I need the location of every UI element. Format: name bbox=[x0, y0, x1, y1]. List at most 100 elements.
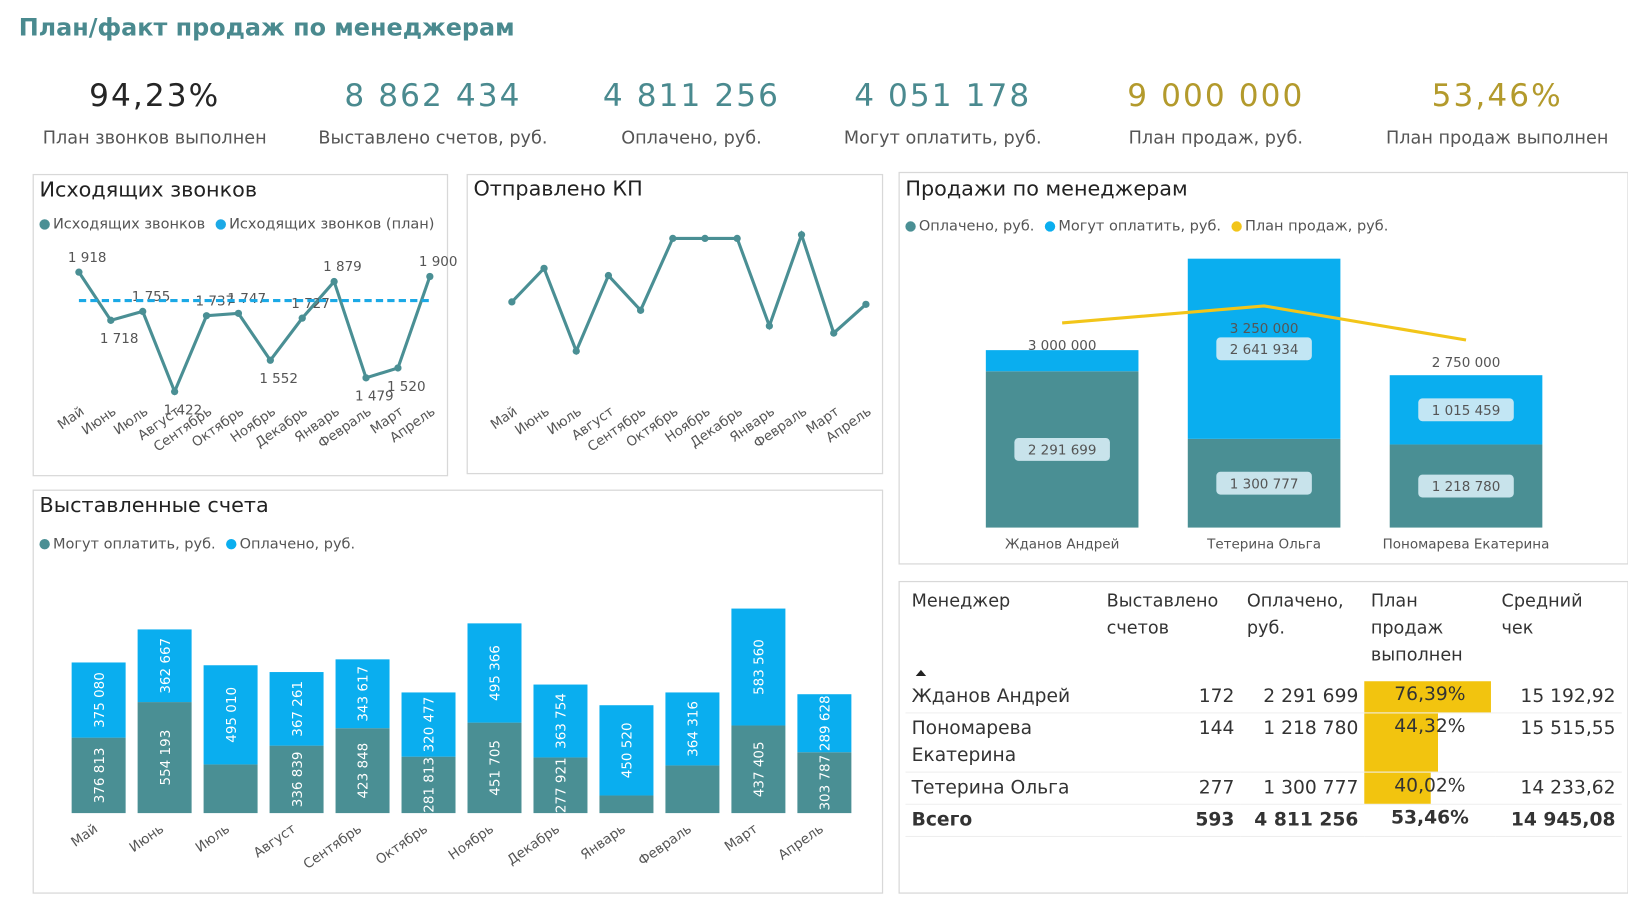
data-label: 2 291 699 bbox=[1028, 443, 1097, 459]
data-label: 1 727 bbox=[291, 296, 330, 312]
legend-label: Оплачено, руб. bbox=[919, 219, 1035, 235]
x-tick-label: Июль bbox=[193, 821, 233, 856]
cell-text: 44,32% bbox=[1394, 715, 1466, 738]
x-tick-label: Тетерина Ольга bbox=[1206, 536, 1321, 552]
data-label: 2 750 000 bbox=[1432, 355, 1501, 371]
x-tick-label: Май bbox=[68, 821, 101, 851]
data-label: 1 918 bbox=[68, 250, 107, 266]
table-cell: Тетерина Ольга bbox=[905, 772, 1101, 805]
table-host: Менеджер Выставлено счетов Оплачено, руб. П… bbox=[905, 586, 1626, 837]
cell-text: 76,39% bbox=[1394, 683, 1466, 706]
data-table: Менеджер Выставлено счетов Оплачено, руб. П… bbox=[905, 586, 1622, 837]
bar-segment bbox=[335, 659, 390, 729]
data-label: 495 010 bbox=[224, 687, 240, 743]
point bbox=[170, 387, 179, 396]
bar-segment bbox=[467, 623, 522, 723]
kpi-value: 4 811 256 bbox=[603, 78, 780, 114]
data-label: 375 080 bbox=[92, 672, 108, 728]
table-cell: 53,46% bbox=[1364, 803, 1496, 837]
label-box bbox=[1216, 337, 1312, 361]
legend-marker bbox=[215, 219, 226, 230]
data-label: 376 813 bbox=[92, 747, 108, 803]
x-tick-label: Март bbox=[722, 821, 761, 855]
kpi-label: Оплачено, руб. bbox=[621, 128, 761, 148]
chart-title: Выставленные счета bbox=[39, 493, 268, 517]
table-cell: 172 bbox=[1100, 681, 1241, 714]
data-label: 495 366 bbox=[488, 645, 504, 701]
table-cell: 277 bbox=[1100, 772, 1241, 805]
bar-segment bbox=[985, 350, 1139, 372]
kpi-value: 8 862 434 bbox=[344, 78, 521, 114]
chart-title: Отправлено КП bbox=[473, 176, 642, 200]
cell-text: 40,02% bbox=[1394, 774, 1466, 797]
point bbox=[266, 356, 274, 364]
legend-label: Исходящих звонков (план) bbox=[229, 217, 434, 233]
column-header: Оплачено, руб. bbox=[1246, 590, 1344, 639]
table-cell: 40,02% bbox=[1364, 772, 1496, 805]
bar-segment bbox=[533, 684, 588, 758]
legend-marker bbox=[39, 539, 50, 550]
point bbox=[362, 374, 370, 382]
legend-marker bbox=[1044, 221, 1056, 232]
data-label: 1 900 bbox=[419, 254, 458, 270]
table-cell: 15 192,92 bbox=[1495, 681, 1622, 714]
kpi-value: 9 000 000 bbox=[1127, 78, 1304, 114]
data-label: 423 848 bbox=[356, 743, 372, 799]
point bbox=[701, 234, 709, 243]
point bbox=[572, 347, 580, 355]
kpi-label: План продаж, руб. bbox=[1129, 128, 1303, 148]
table-wrap: Менеджер Выставлено счетов Оплачено, руб. П… bbox=[905, 586, 1626, 837]
table-cell: 1 300 777 bbox=[1240, 772, 1365, 805]
data-label: 367 261 bbox=[290, 681, 306, 737]
series-line bbox=[510, 229, 867, 356]
column-header: Выставлено счетов bbox=[1106, 590, 1219, 639]
series-line bbox=[77, 271, 432, 396]
data-label: 1 218 780 bbox=[1432, 479, 1501, 495]
bar-segment bbox=[599, 705, 654, 796]
bar-segment bbox=[797, 694, 852, 753]
x-tick-label: Сентябрь bbox=[301, 821, 365, 873]
data-label: 3 000 000 bbox=[1028, 338, 1097, 354]
x-tick-label: Январь bbox=[578, 821, 629, 863]
bar-segment bbox=[533, 757, 588, 814]
data-label: 362 667 bbox=[158, 638, 174, 694]
point bbox=[765, 322, 773, 330]
kpi-label: Выставлено счетов, руб. bbox=[318, 128, 547, 148]
bar-segment bbox=[797, 752, 852, 814]
data-label: 364 316 bbox=[686, 701, 702, 757]
x-tick-label: Декабрь bbox=[504, 821, 562, 869]
table-cell: Пономарева Екатерина bbox=[905, 712, 1101, 773]
data-bar bbox=[1364, 713, 1439, 772]
table-cell: 1 218 780 bbox=[1240, 712, 1365, 773]
legend-label: Исходящих звонков bbox=[53, 217, 205, 233]
kpi-value: 53,46% bbox=[1432, 78, 1563, 114]
data-label: 3 250 000 bbox=[1230, 321, 1299, 337]
point bbox=[733, 234, 741, 243]
data-label: 303 787 bbox=[818, 755, 834, 811]
point bbox=[139, 307, 147, 316]
header-row: Менеджер Выставлено счетов Оплачено, руб. П… bbox=[905, 586, 1621, 682]
table-cell: 2 291 699 bbox=[1240, 681, 1365, 714]
bar-segment bbox=[269, 672, 324, 746]
kpi-value: 4 051 178 bbox=[854, 78, 1031, 114]
point bbox=[604, 271, 613, 280]
page-title: План/факт продаж по менеджерам bbox=[19, 13, 515, 41]
bar-segment bbox=[203, 665, 258, 765]
legend-label: Могут оплатить, руб. bbox=[53, 536, 216, 552]
panel bbox=[898, 171, 1628, 565]
table-row: Пономарева Екатерина 144 1 218 780 44,32% 15… bbox=[905, 712, 1622, 773]
bar-segment bbox=[269, 745, 324, 814]
column-header: План продаж выполнен bbox=[1370, 590, 1463, 666]
bar-segment bbox=[599, 795, 654, 814]
point bbox=[330, 277, 338, 286]
data-label: 450 520 bbox=[620, 722, 636, 778]
data-label: 1 422 bbox=[164, 402, 203, 418]
legend-marker bbox=[1231, 221, 1242, 232]
data-label: 1 879 bbox=[323, 259, 362, 275]
label-box bbox=[1418, 398, 1514, 422]
total-row: Всего 593 4 811 256 53,46% 14 945,08 bbox=[905, 803, 1622, 837]
bar-segment bbox=[401, 692, 456, 757]
bar-segment bbox=[731, 725, 786, 814]
point bbox=[636, 306, 645, 314]
